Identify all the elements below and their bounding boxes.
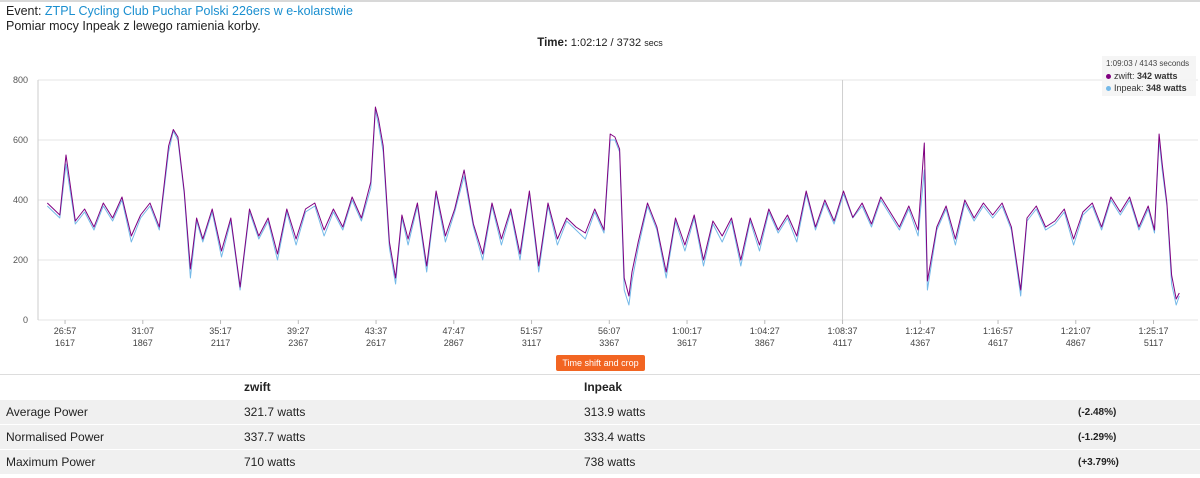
stat-inpeak: 333.4 watts: [584, 424, 1078, 450]
stat-diff: (+3.79%): [1078, 449, 1200, 474]
inpeak-dot-icon: [1106, 86, 1111, 92]
tooltip-inpeak-name: Inpeak: [1114, 83, 1142, 93]
table-row: Maximum Power 710 watts 738 watts (+3.79…: [0, 449, 1200, 474]
stat-zwift: 321.7 watts: [244, 399, 584, 425]
x-tick-label-seconds: 4367: [910, 338, 930, 348]
x-tick-label-time: 47:47: [443, 326, 466, 336]
stats-table: zwift Inpeak Average Power 321.7 watts 3…: [0, 374, 1200, 474]
time-value: 1:02:12: [570, 37, 608, 49]
table-row: Normalised Power 337.7 watts 333.4 watts…: [0, 424, 1200, 450]
stats-header-zwift: zwift: [244, 374, 584, 400]
x-tick-label-seconds: 3617: [677, 338, 697, 348]
stats-header-blank: [0, 374, 244, 400]
y-tick-label: 800: [13, 75, 28, 85]
event-line: Event: ZTPL Cycling Club Puchar Polski 2…: [6, 4, 353, 18]
tooltip-zwift-value: 342 watts: [1137, 71, 1178, 81]
x-tick-label-time: 56:07: [598, 326, 621, 336]
x-tick-label-seconds: 3867: [755, 338, 775, 348]
stat-inpeak: 738 watts: [584, 449, 1078, 474]
x-tick-label-seconds: 4117: [833, 338, 852, 348]
stat-label: Maximum Power: [0, 449, 244, 474]
x-tick-label-time: 1:00:17: [672, 326, 702, 336]
event-prefix: Event:: [6, 4, 42, 18]
tooltip-row-zwift: zwift: 342 watts: [1106, 70, 1193, 82]
stats-header-row: zwift Inpeak: [0, 374, 1200, 400]
table-row: Average Power 321.7 watts 313.9 watts (-…: [0, 399, 1200, 425]
x-tick-label-seconds: 1867: [133, 338, 153, 348]
y-tick-label: 0: [23, 315, 28, 325]
x-tick-label-time: 1:12:47: [905, 326, 935, 336]
stat-zwift: 710 watts: [244, 449, 584, 474]
x-tick-label-seconds: 3367: [599, 338, 619, 348]
x-tick-label-time: 1:16:57: [983, 326, 1013, 336]
x-tick-label-time: 51:57: [520, 326, 543, 336]
tooltip-zwift-name: zwift: [1114, 71, 1132, 81]
tooltip-time: 1:09:03 / 4143 seconds: [1106, 59, 1190, 68]
stat-zwift: 337.7 watts: [244, 424, 584, 450]
x-tick-label-seconds: 2117: [211, 338, 230, 348]
x-tick-label-time: 1:21:07: [1061, 326, 1091, 336]
x-tick-label-seconds: 1617: [55, 338, 75, 348]
x-tick-label-seconds: 4617: [988, 338, 1008, 348]
x-tick-label-seconds: 2367: [288, 338, 308, 348]
x-tick-label-seconds: 5117: [1144, 338, 1163, 348]
time-unit: secs: [644, 38, 663, 48]
x-tick-label-time: 1:25:17: [1139, 326, 1169, 336]
x-tick-label-time: 31:07: [132, 326, 155, 336]
page-subtitle: Pomiar mocy Inpeak z lewego ramienia kor…: [6, 19, 261, 33]
time-label: Time:: [537, 37, 568, 49]
time-secs: 3732: [616, 37, 642, 49]
y-tick-label: 400: [13, 195, 28, 205]
x-tick-label-time: 1:08:37: [828, 326, 858, 336]
x-tick-label-time: 43:37: [365, 326, 388, 336]
time-readout: Time: 1:02:12 / 3732 secs: [537, 37, 663, 49]
tooltip-legend: 1:09:03 / 4143 seconds zwift: 342 watts …: [1102, 56, 1196, 96]
tooltip-row-inpeak: Inpeak: 348 watts: [1106, 82, 1193, 94]
event-title-link[interactable]: ZTPL Cycling Club Puchar Polski 226ers w…: [44, 4, 353, 18]
stat-inpeak: 313.9 watts: [584, 399, 1078, 425]
x-tick-label-seconds: 3117: [522, 338, 541, 348]
stats-header-diff: [1078, 374, 1200, 400]
stat-label: Normalised Power: [0, 424, 244, 450]
power-chart[interactable]: 0 200 400 600 800 26:57 1617 31:07 1867 35:17 2117…: [0, 52, 1200, 372]
x-tick-label-seconds: 2867: [444, 338, 464, 348]
zwift-dot-icon: [1106, 74, 1111, 80]
x-tick-label-time: 26:57: [54, 326, 77, 336]
x-tick-label-seconds: 4867: [1066, 338, 1086, 348]
top-rule: [0, 0, 1200, 2]
y-tick-label: 200: [13, 255, 28, 265]
stat-diff: (-1.29%): [1078, 424, 1200, 450]
time-shift-crop-button[interactable]: Time shift and crop: [556, 355, 645, 371]
stat-label: Average Power: [0, 399, 244, 425]
x-tick-label-seconds: 2617: [366, 338, 386, 348]
tooltip-inpeak-value: 348 watts: [1146, 83, 1187, 93]
stat-diff: (-2.48%): [1078, 399, 1200, 425]
x-tick-label-time: 1:04:27: [750, 326, 780, 336]
stats-header-inpeak: Inpeak: [584, 374, 1078, 400]
series-line-zwift: [46, 106, 1180, 300]
x-tick-label-time: 39:27: [287, 326, 310, 336]
x-tick-label-time: 35:17: [209, 326, 232, 336]
y-tick-label: 600: [13, 135, 28, 145]
series-line-inpeak: [46, 109, 1180, 306]
